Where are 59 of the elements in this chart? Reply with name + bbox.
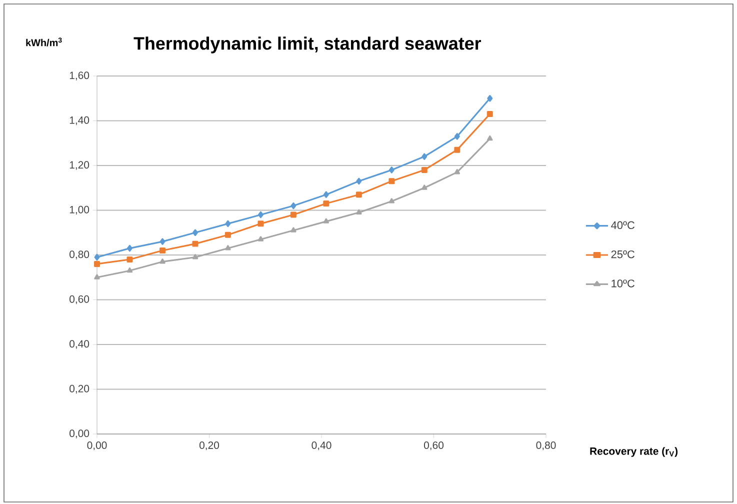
point xyxy=(454,169,460,174)
point xyxy=(388,198,395,204)
point xyxy=(356,178,362,185)
y-axis-title: kWh/m$^{3}$ xyxy=(26,38,62,46)
point xyxy=(126,267,133,273)
x-tick-label: 0,00 xyxy=(87,442,107,450)
point xyxy=(356,209,362,214)
point xyxy=(94,274,100,280)
point xyxy=(487,94,493,102)
point xyxy=(224,232,231,238)
x-tick-label: 0,40 xyxy=(312,442,332,450)
point xyxy=(192,229,198,236)
point xyxy=(225,220,231,228)
point xyxy=(323,191,329,198)
x-tick-label: 0,20 xyxy=(199,442,220,450)
chart-title: Thermodynamic limit, standard seawater xyxy=(134,36,482,54)
point xyxy=(323,200,330,207)
point xyxy=(422,184,428,190)
point xyxy=(126,244,132,252)
point xyxy=(486,111,493,118)
point xyxy=(160,258,166,264)
x-tick-label: 0,60 xyxy=(424,442,444,450)
legend-label: 25ºC xyxy=(611,250,634,258)
point xyxy=(323,218,330,224)
point xyxy=(356,192,362,198)
point xyxy=(487,135,493,141)
x-tick-label: 0,80 xyxy=(536,442,556,450)
legend-label: 10ºC xyxy=(612,280,634,288)
point xyxy=(258,220,264,227)
legend-label: 40ºC xyxy=(611,221,634,230)
y-tick-label: 0,40 xyxy=(70,340,90,349)
point xyxy=(290,227,296,232)
y-tick-label: 0,80 xyxy=(70,250,90,260)
point xyxy=(94,260,100,267)
point xyxy=(258,236,264,242)
x-axis-title: Recovery rate (r$_{V}$) xyxy=(590,447,678,457)
point xyxy=(290,202,296,210)
point xyxy=(421,166,428,173)
point xyxy=(258,211,264,218)
y-tick-label: 1,00 xyxy=(70,206,90,215)
point xyxy=(94,254,100,261)
point xyxy=(126,256,133,262)
point xyxy=(454,133,460,140)
point xyxy=(388,178,395,184)
point xyxy=(225,245,231,250)
y-tick-label: 1,60 xyxy=(70,72,90,80)
point xyxy=(160,248,166,254)
point xyxy=(454,146,460,153)
y-tick-label: 0,20 xyxy=(70,384,90,394)
point xyxy=(290,212,296,218)
point xyxy=(192,240,198,247)
point xyxy=(422,153,428,160)
y-tick-label: 1,20 xyxy=(70,161,90,170)
y-tick-label: 0,00 xyxy=(70,430,90,438)
y-tick-label: 0,60 xyxy=(70,295,90,304)
point xyxy=(388,166,394,174)
point xyxy=(192,254,198,260)
point xyxy=(160,238,166,245)
y-tick-label: 1,40 xyxy=(70,116,90,126)
